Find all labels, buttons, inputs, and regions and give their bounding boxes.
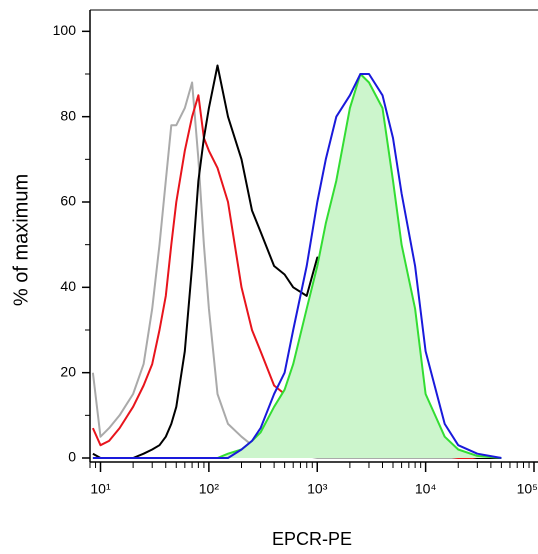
y-tick-label: 40 <box>60 278 76 294</box>
y-tick-label: 100 <box>53 22 77 38</box>
y-tick-label: 80 <box>60 107 76 123</box>
x-axis-label: EPCR-PE <box>272 529 352 549</box>
y-axis-label: % of maximum <box>10 174 32 306</box>
y-tick-label: 0 <box>68 449 76 465</box>
area-fill <box>92 74 502 458</box>
x-tick-label: 10⁵ <box>517 481 538 497</box>
histogram-line <box>92 73 502 459</box>
x-tick-label: 10³ <box>307 481 328 497</box>
x-tick-label: 10² <box>199 481 220 497</box>
x-tick-label: 10¹ <box>90 481 111 497</box>
y-tick-label: 60 <box>60 193 76 209</box>
x-tick-label: 10⁴ <box>415 481 437 497</box>
y-tick-label: 20 <box>60 363 76 379</box>
